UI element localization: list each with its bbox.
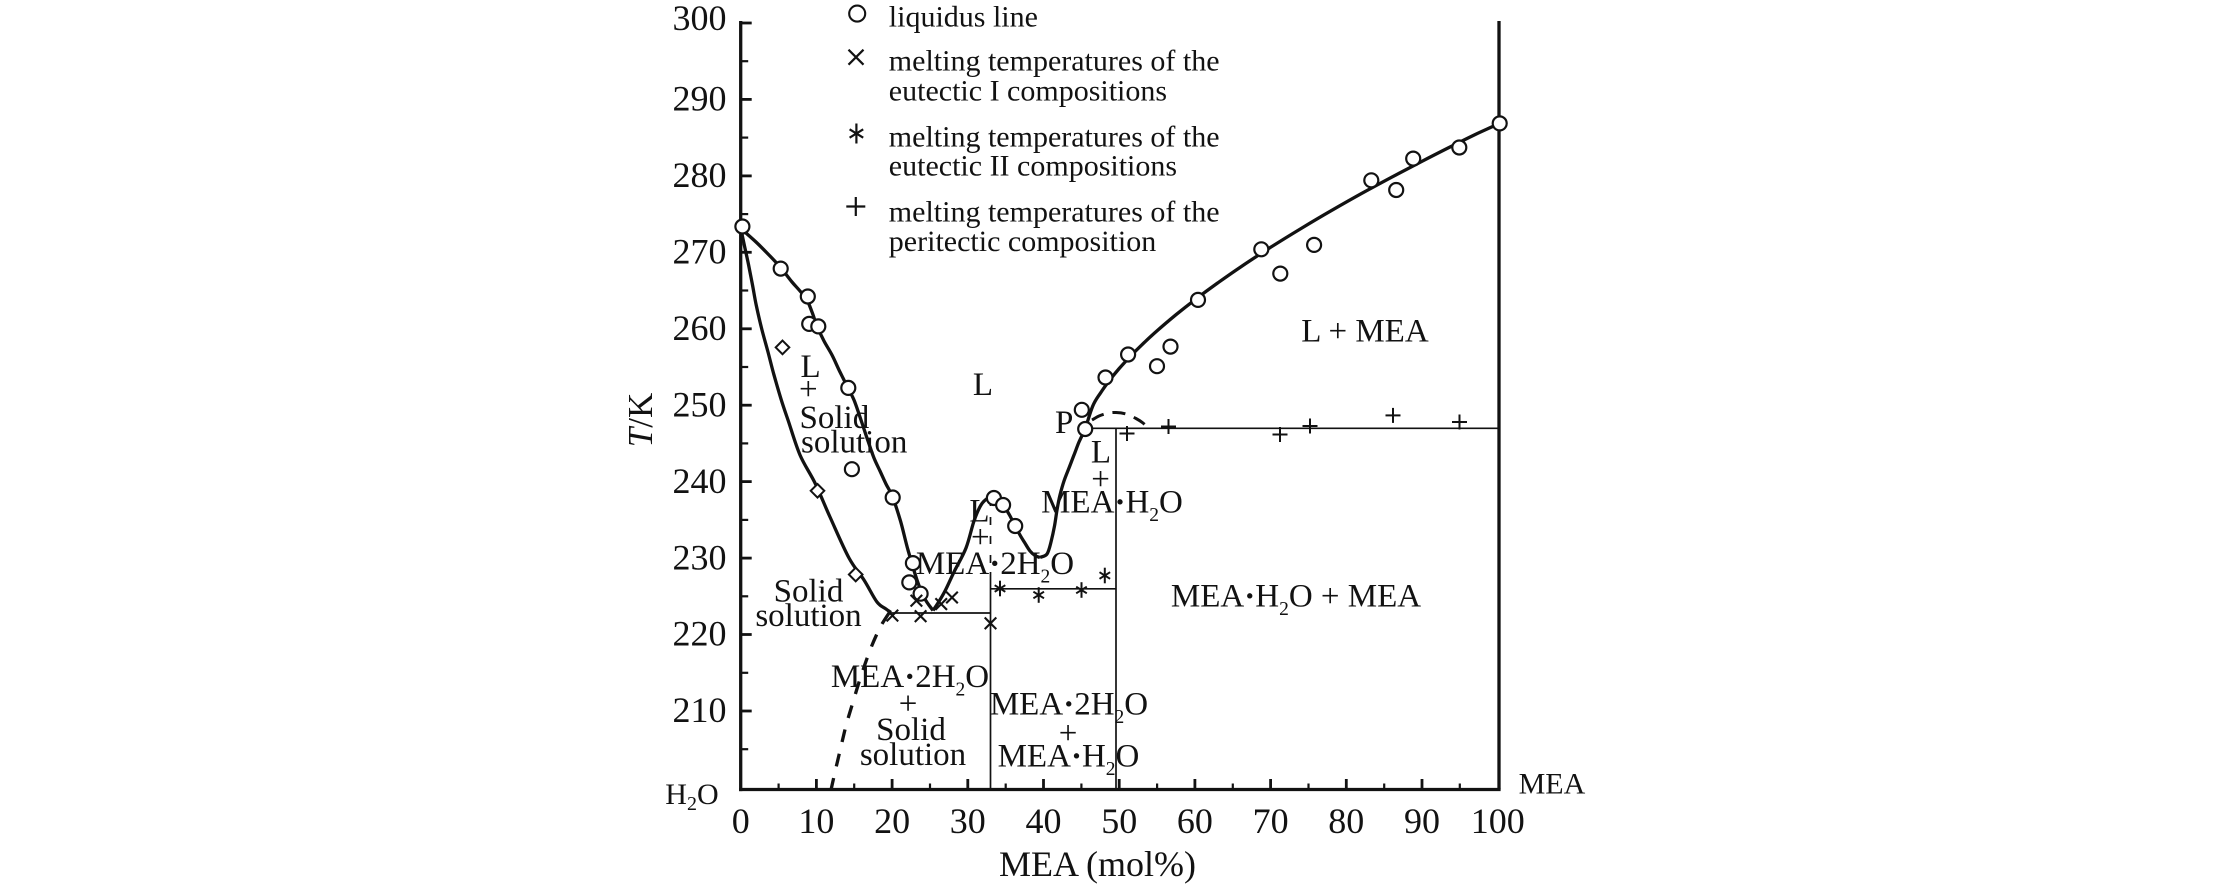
svg-text:MEA·2H2O: MEA·2H2O: [916, 546, 1074, 588]
svg-text:100: 100: [1471, 801, 1525, 841]
svg-text:Solid: Solid: [876, 712, 946, 748]
svg-text:30: 30: [950, 801, 986, 841]
svg-text:MEA·2H2O: MEA·2H2O: [990, 687, 1148, 729]
svg-text:L: L: [801, 349, 821, 385]
svg-text:+: +: [799, 372, 818, 408]
svg-text:60: 60: [1177, 801, 1213, 841]
svg-text:70: 70: [1253, 801, 1289, 841]
svg-text:230: 230: [673, 537, 727, 577]
svg-text:solution: solution: [755, 598, 861, 634]
svg-text:L: L: [969, 494, 989, 530]
svg-text:250: 250: [673, 384, 727, 424]
svg-text:240: 240: [673, 461, 727, 501]
svg-text:90: 90: [1404, 801, 1440, 841]
svg-text:Solid: Solid: [800, 400, 870, 436]
svg-text:L: L: [1091, 435, 1111, 471]
svg-text:liquidus line: liquidus line: [889, 1, 1038, 34]
svg-text:MEA·H2O: MEA·H2O: [998, 739, 1140, 781]
svg-text:MEA·H2O: MEA·H2O: [1041, 485, 1183, 527]
svg-text:10: 10: [798, 801, 834, 841]
svg-text:270: 270: [673, 232, 727, 272]
svg-text:L + MEA: L + MEA: [1301, 313, 1429, 349]
svg-text:280: 280: [673, 155, 727, 195]
svg-text:+: +: [971, 520, 990, 556]
svg-text:Solid: Solid: [774, 574, 844, 610]
svg-text:+: +: [899, 686, 918, 722]
svg-text:eutectic II compositions: eutectic II compositions: [889, 150, 1177, 183]
svg-text:MEA: MEA: [1519, 768, 1586, 801]
svg-text:peritectic composition: peritectic composition: [889, 225, 1156, 258]
svg-text:MEA (mol%): MEA (mol%): [999, 844, 1196, 884]
svg-text:solution: solution: [801, 425, 907, 461]
svg-text:L: L: [973, 367, 993, 403]
svg-text:50: 50: [1101, 801, 1137, 841]
svg-text:MEA·H2O + MEA: MEA·H2O + MEA: [1171, 579, 1421, 621]
svg-text:solution: solution: [860, 737, 966, 773]
svg-text:melting temperatures of the: melting temperatures of the: [889, 121, 1220, 154]
svg-text:40: 40: [1026, 801, 1062, 841]
svg-text:+: +: [1059, 716, 1078, 752]
svg-text:220: 220: [673, 614, 727, 654]
svg-text:80: 80: [1328, 801, 1364, 841]
svg-text:T/K: T/K: [621, 393, 660, 447]
svg-text:P: P: [1055, 405, 1073, 441]
svg-text:300: 300: [673, 0, 727, 38]
svg-text:290: 290: [673, 79, 727, 119]
svg-text:+: +: [1091, 461, 1110, 497]
svg-text:210: 210: [673, 690, 727, 730]
svg-text:20: 20: [874, 801, 910, 841]
svg-text:eutectic I compositions: eutectic I compositions: [889, 75, 1167, 108]
svg-text:0: 0: [732, 801, 750, 841]
svg-text:melting temperatures of the: melting temperatures of the: [889, 196, 1220, 229]
svg-text:260: 260: [673, 308, 727, 348]
svg-text:melting temperatures of the: melting temperatures of the: [889, 44, 1220, 77]
